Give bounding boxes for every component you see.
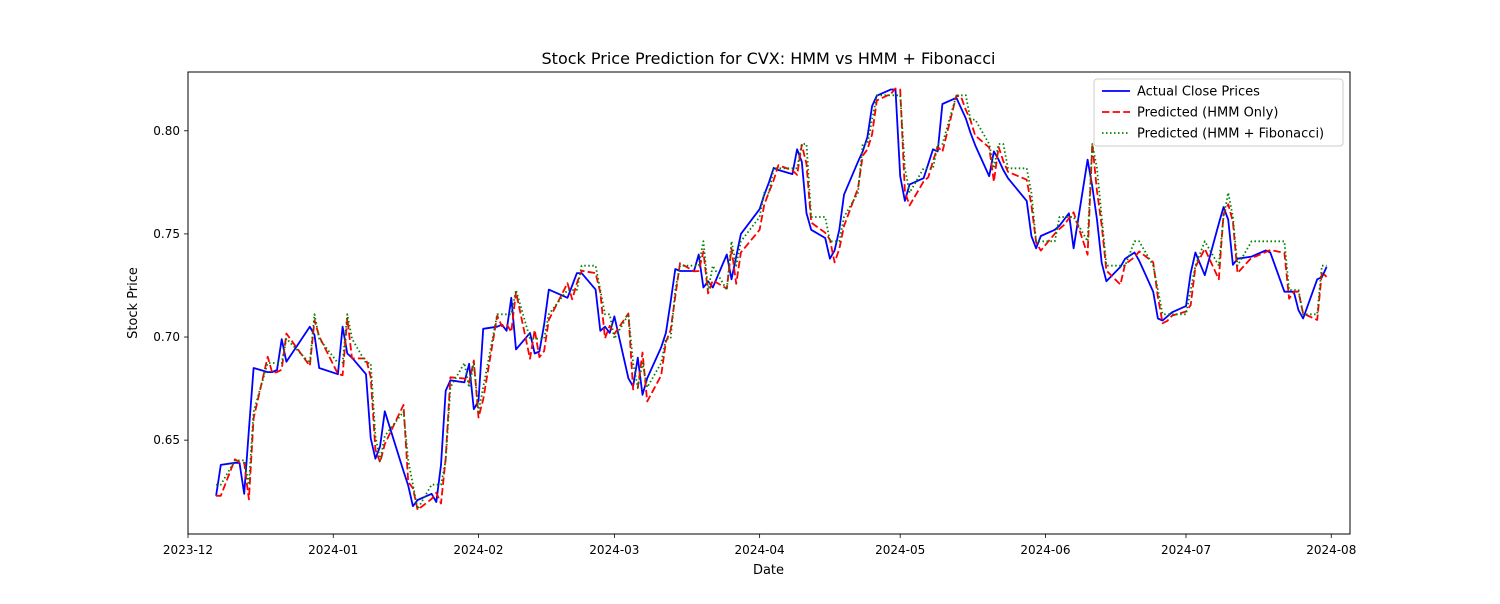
x-tick-label: 2024-01 [308, 543, 358, 557]
x-tick-label: 2024-07 [1161, 543, 1211, 557]
series-layer [215, 87, 1328, 511]
chart-title: Stock Price Prediction for CVX: HMM vs H… [542, 49, 996, 68]
legend: Actual Close Prices Predicted (HMM Only) P… [1093, 78, 1344, 147]
x-tick-label: 2024-05 [875, 543, 925, 557]
x-tick-label: 2023-12 [163, 543, 213, 557]
legend-label-2: Predicted (HMM Only) [1137, 106, 1278, 121]
y-tick-label: 0.65 [153, 433, 180, 447]
x-tick-label: 2024-08 [1306, 543, 1356, 557]
x-axis: 2023-12 2024-01 2024-02 2024-03 2024-04 2024-… [163, 534, 1356, 557]
y-tick-label: 0.80 [153, 124, 180, 138]
x-tick-label: 2024-04 [735, 543, 785, 557]
series-line-1 [215, 88, 1328, 508]
y-tick-label: 0.75 [153, 227, 180, 241]
y-axis-label: Stock Price [126, 267, 141, 339]
y-axis: 0.65 0.70 0.75 0.80 [153, 124, 188, 447]
x-tick-label: 2024-02 [453, 543, 503, 557]
x-tick-label: 2024-06 [1020, 543, 1070, 557]
legend-label-3: Predicted (HMM + Fibonacci) [1137, 127, 1324, 142]
legend-label-1: Actual Close Prices [1137, 85, 1260, 100]
legend-box [1093, 78, 1344, 147]
x-axis-label: Date [753, 563, 784, 578]
y-tick-label: 0.70 [153, 330, 180, 344]
x-tick-label: 2024-03 [589, 543, 639, 557]
